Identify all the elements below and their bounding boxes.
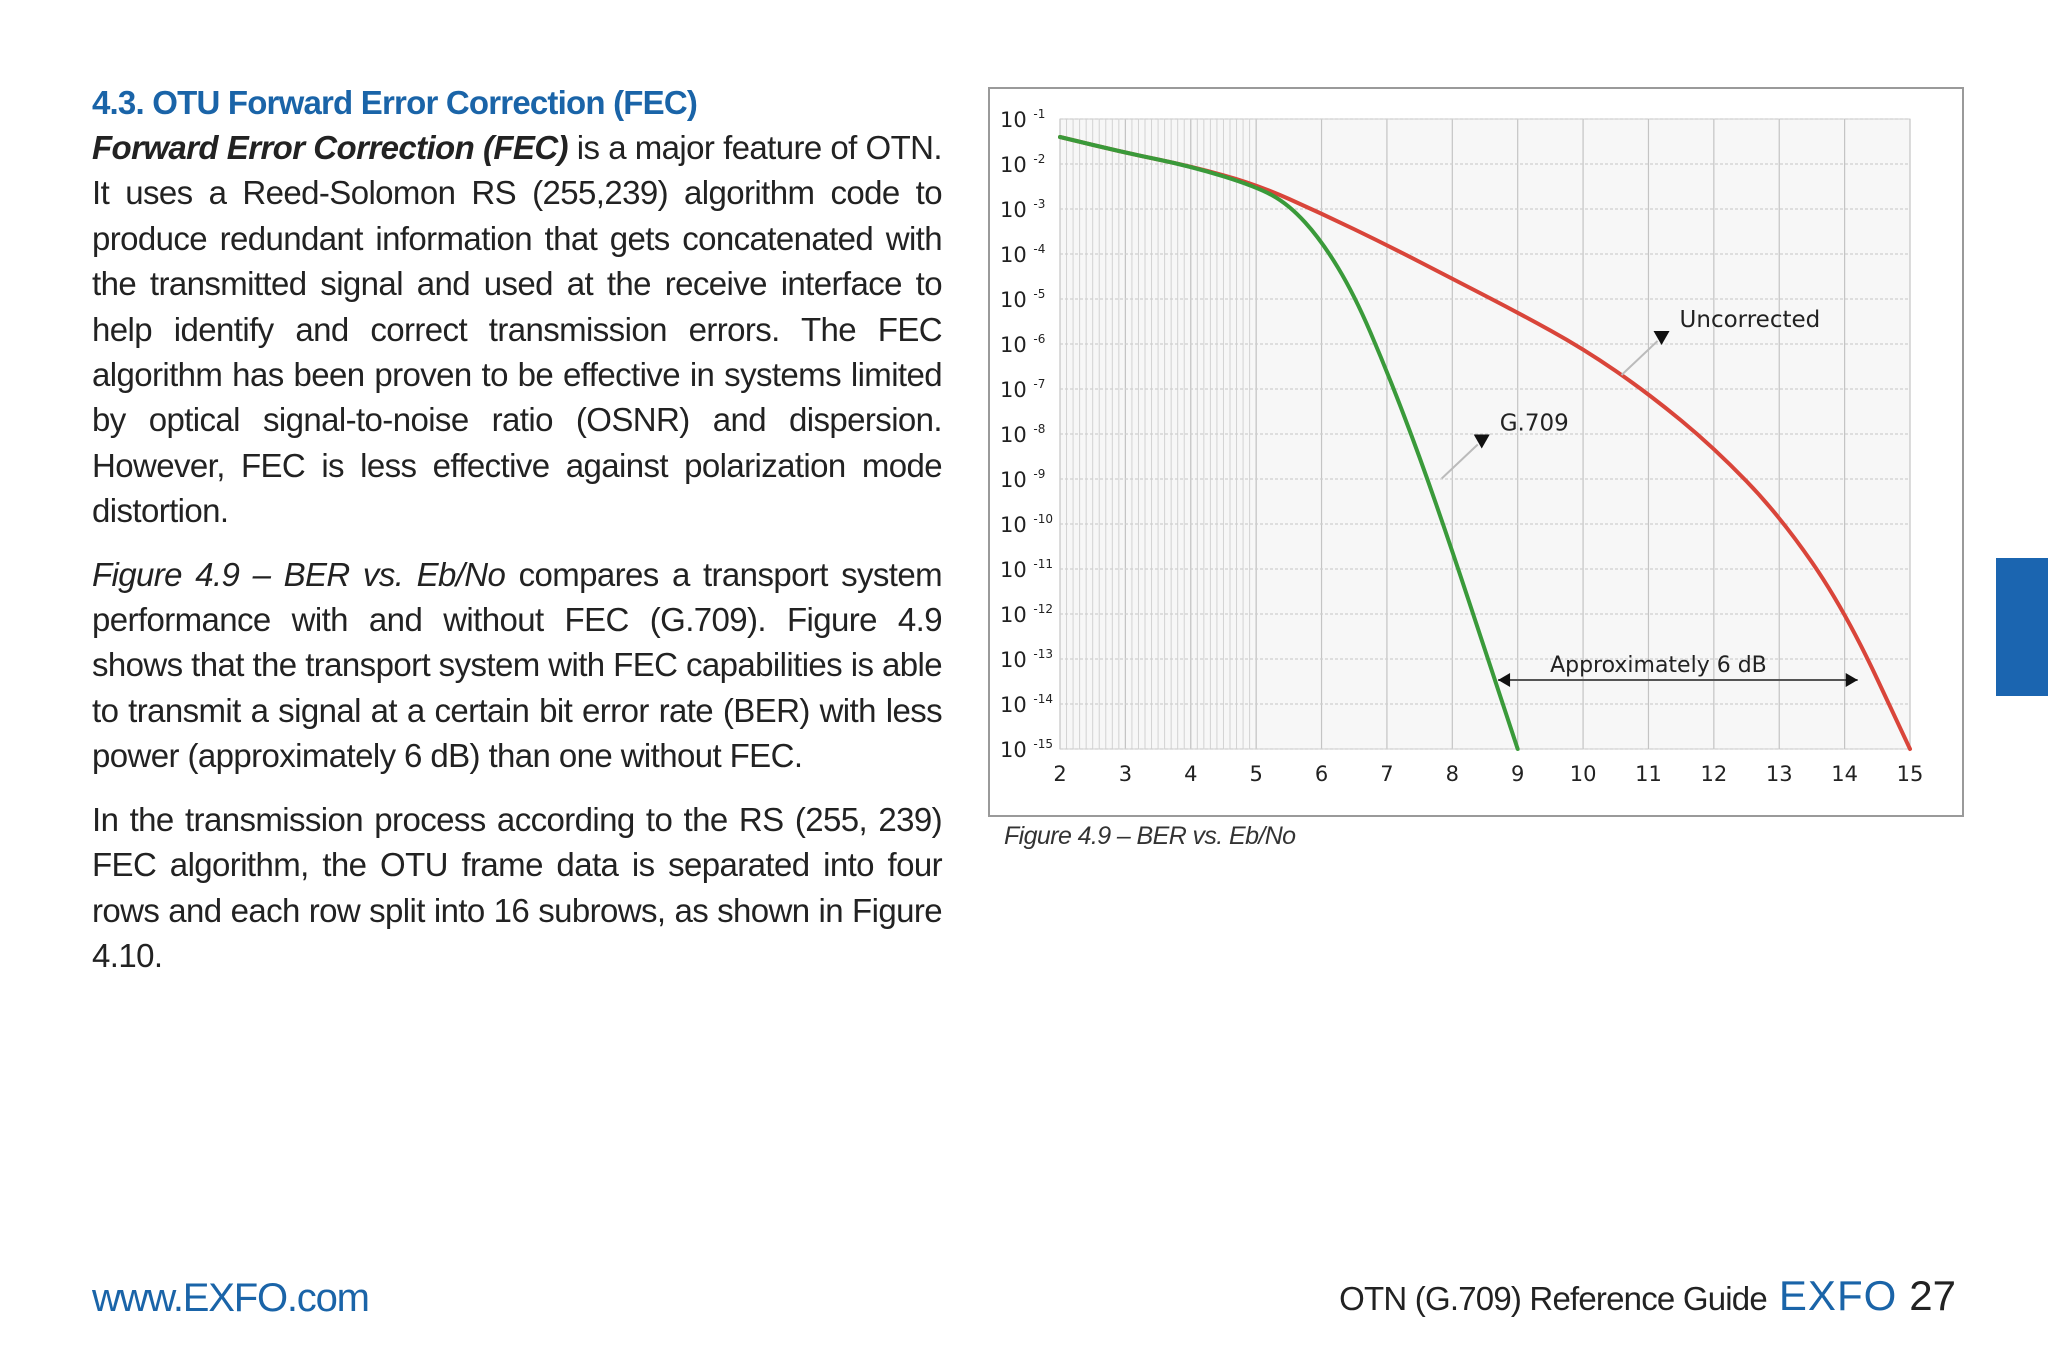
arrow-right-icon — [1845, 673, 1858, 687]
annotation-uncorrected: Uncorrected — [1680, 307, 1821, 333]
paragraph-transmission-process: In the transmission process according to… — [92, 800, 943, 974]
y-tick-exponent: -15 — [1033, 737, 1053, 751]
x-axis-ticks: 2 3 4 5 6 7 8 9 10 11 12 13 14 15 — [1053, 762, 1923, 786]
chart-series — [1058, 135, 1912, 751]
x-tick-label: 2 — [1053, 762, 1066, 786]
y-tick-exponent: -3 — [1033, 197, 1045, 211]
arrow-left-icon — [1498, 673, 1511, 687]
y-tick-exponent: -11 — [1033, 557, 1053, 571]
x-tick-label: 4 — [1184, 762, 1197, 786]
x-tick-label: 5 — [1249, 762, 1262, 786]
x-tick-label: 6 — [1315, 762, 1328, 786]
annotation-marker-icon — [1653, 331, 1670, 345]
y-axis-ticks: 10 -110 -210 -310 -410 -510 -610 -710 -8… — [990, 89, 1058, 815]
page-number: 27 — [1909, 1272, 1956, 1319]
text-column: 4.3. OTU Forward Error Correction (FEC) … — [92, 80, 943, 996]
footer-url[interactable]: www.EXFO.com — [92, 1276, 370, 1320]
x-tick-label: 14 — [1831, 762, 1858, 786]
paragraph-figure-reference: Figure 4.9 – BER vs. Eb/No compares a tr… — [92, 552, 943, 779]
y-tick-exponent: -6 — [1033, 332, 1045, 346]
ber-chart: Uncorrected G.709 Approximately 6 dB 10 -1… — [990, 89, 1923, 815]
y-tick-exponent: -4 — [1033, 242, 1045, 256]
footer-brand: EXFO — [1778, 1272, 1898, 1319]
x-tick-label: 10 — [1570, 762, 1597, 786]
x-tick-label: 13 — [1766, 762, 1793, 786]
y-tick-exponent: -9 — [1033, 467, 1045, 481]
x-tick-label: 11 — [1635, 762, 1662, 786]
x-tick-label: 3 — [1119, 762, 1132, 786]
annotation-leader — [1441, 443, 1479, 480]
footer-guide-title: OTN (G.709) Reference Guide — [1339, 1280, 1768, 1317]
series-line-g709 — [1058, 135, 1520, 751]
y-tick-exponent: -14 — [1033, 692, 1053, 706]
figure-reference: Figure 4.9 – BER vs. Eb/No — [92, 555, 506, 593]
annotation-g709: G.709 — [1500, 411, 1569, 437]
paragraph-fec-intro: Forward Error Correction (FEC) is a majo… — [92, 125, 943, 534]
y-tick-exponent: -10 — [1033, 512, 1053, 526]
section-title: 4.3. OTU Forward Error Correction (FEC) — [92, 84, 698, 121]
paragraph-fec-intro-text: is a major feature of OTN. It uses a Ree… — [92, 129, 943, 530]
chart-annotations: Uncorrected G.709 Approximately 6 dB — [1441, 307, 1858, 687]
y-tick-exponent: -8 — [1033, 422, 1045, 436]
x-tick-label: 7 — [1380, 762, 1393, 786]
footer-right: OTN (G.709) Reference Guide EXFO 27 — [1339, 1272, 1956, 1320]
paragraph-figure-reference-text: compares a transport system performance … — [92, 555, 943, 775]
annotation-marker-icon — [1473, 434, 1490, 449]
annotation-leader — [1620, 340, 1659, 376]
x-tick-label: 9 — [1511, 762, 1524, 786]
annotation-approx-6db: Approximately 6 dB — [1550, 653, 1767, 678]
y-tick-exponent: -2 — [1033, 152, 1045, 166]
chapter-tab — [1996, 558, 2048, 696]
y-tick-exponent: -7 — [1033, 377, 1045, 391]
fec-term: Forward Error Correction (FEC) — [92, 129, 569, 166]
y-tick-exponent: -12 — [1033, 602, 1053, 616]
y-tick-exponent: -5 — [1033, 287, 1045, 301]
x-tick-label: 8 — [1446, 762, 1459, 786]
x-tick-label: 12 — [1700, 762, 1727, 786]
figure-caption: Figure 4.9 – BER vs. Eb/No — [1004, 822, 1296, 850]
y-tick-exponent: -13 — [1033, 647, 1053, 661]
figure-frame: Uncorrected G.709 Approximately 6 dB 10 -1… — [988, 87, 1964, 817]
y-tick-exponent: -1 — [1033, 107, 1045, 121]
x-tick-label: 15 — [1897, 762, 1924, 786]
y-axis-backdrop — [990, 89, 1058, 815]
